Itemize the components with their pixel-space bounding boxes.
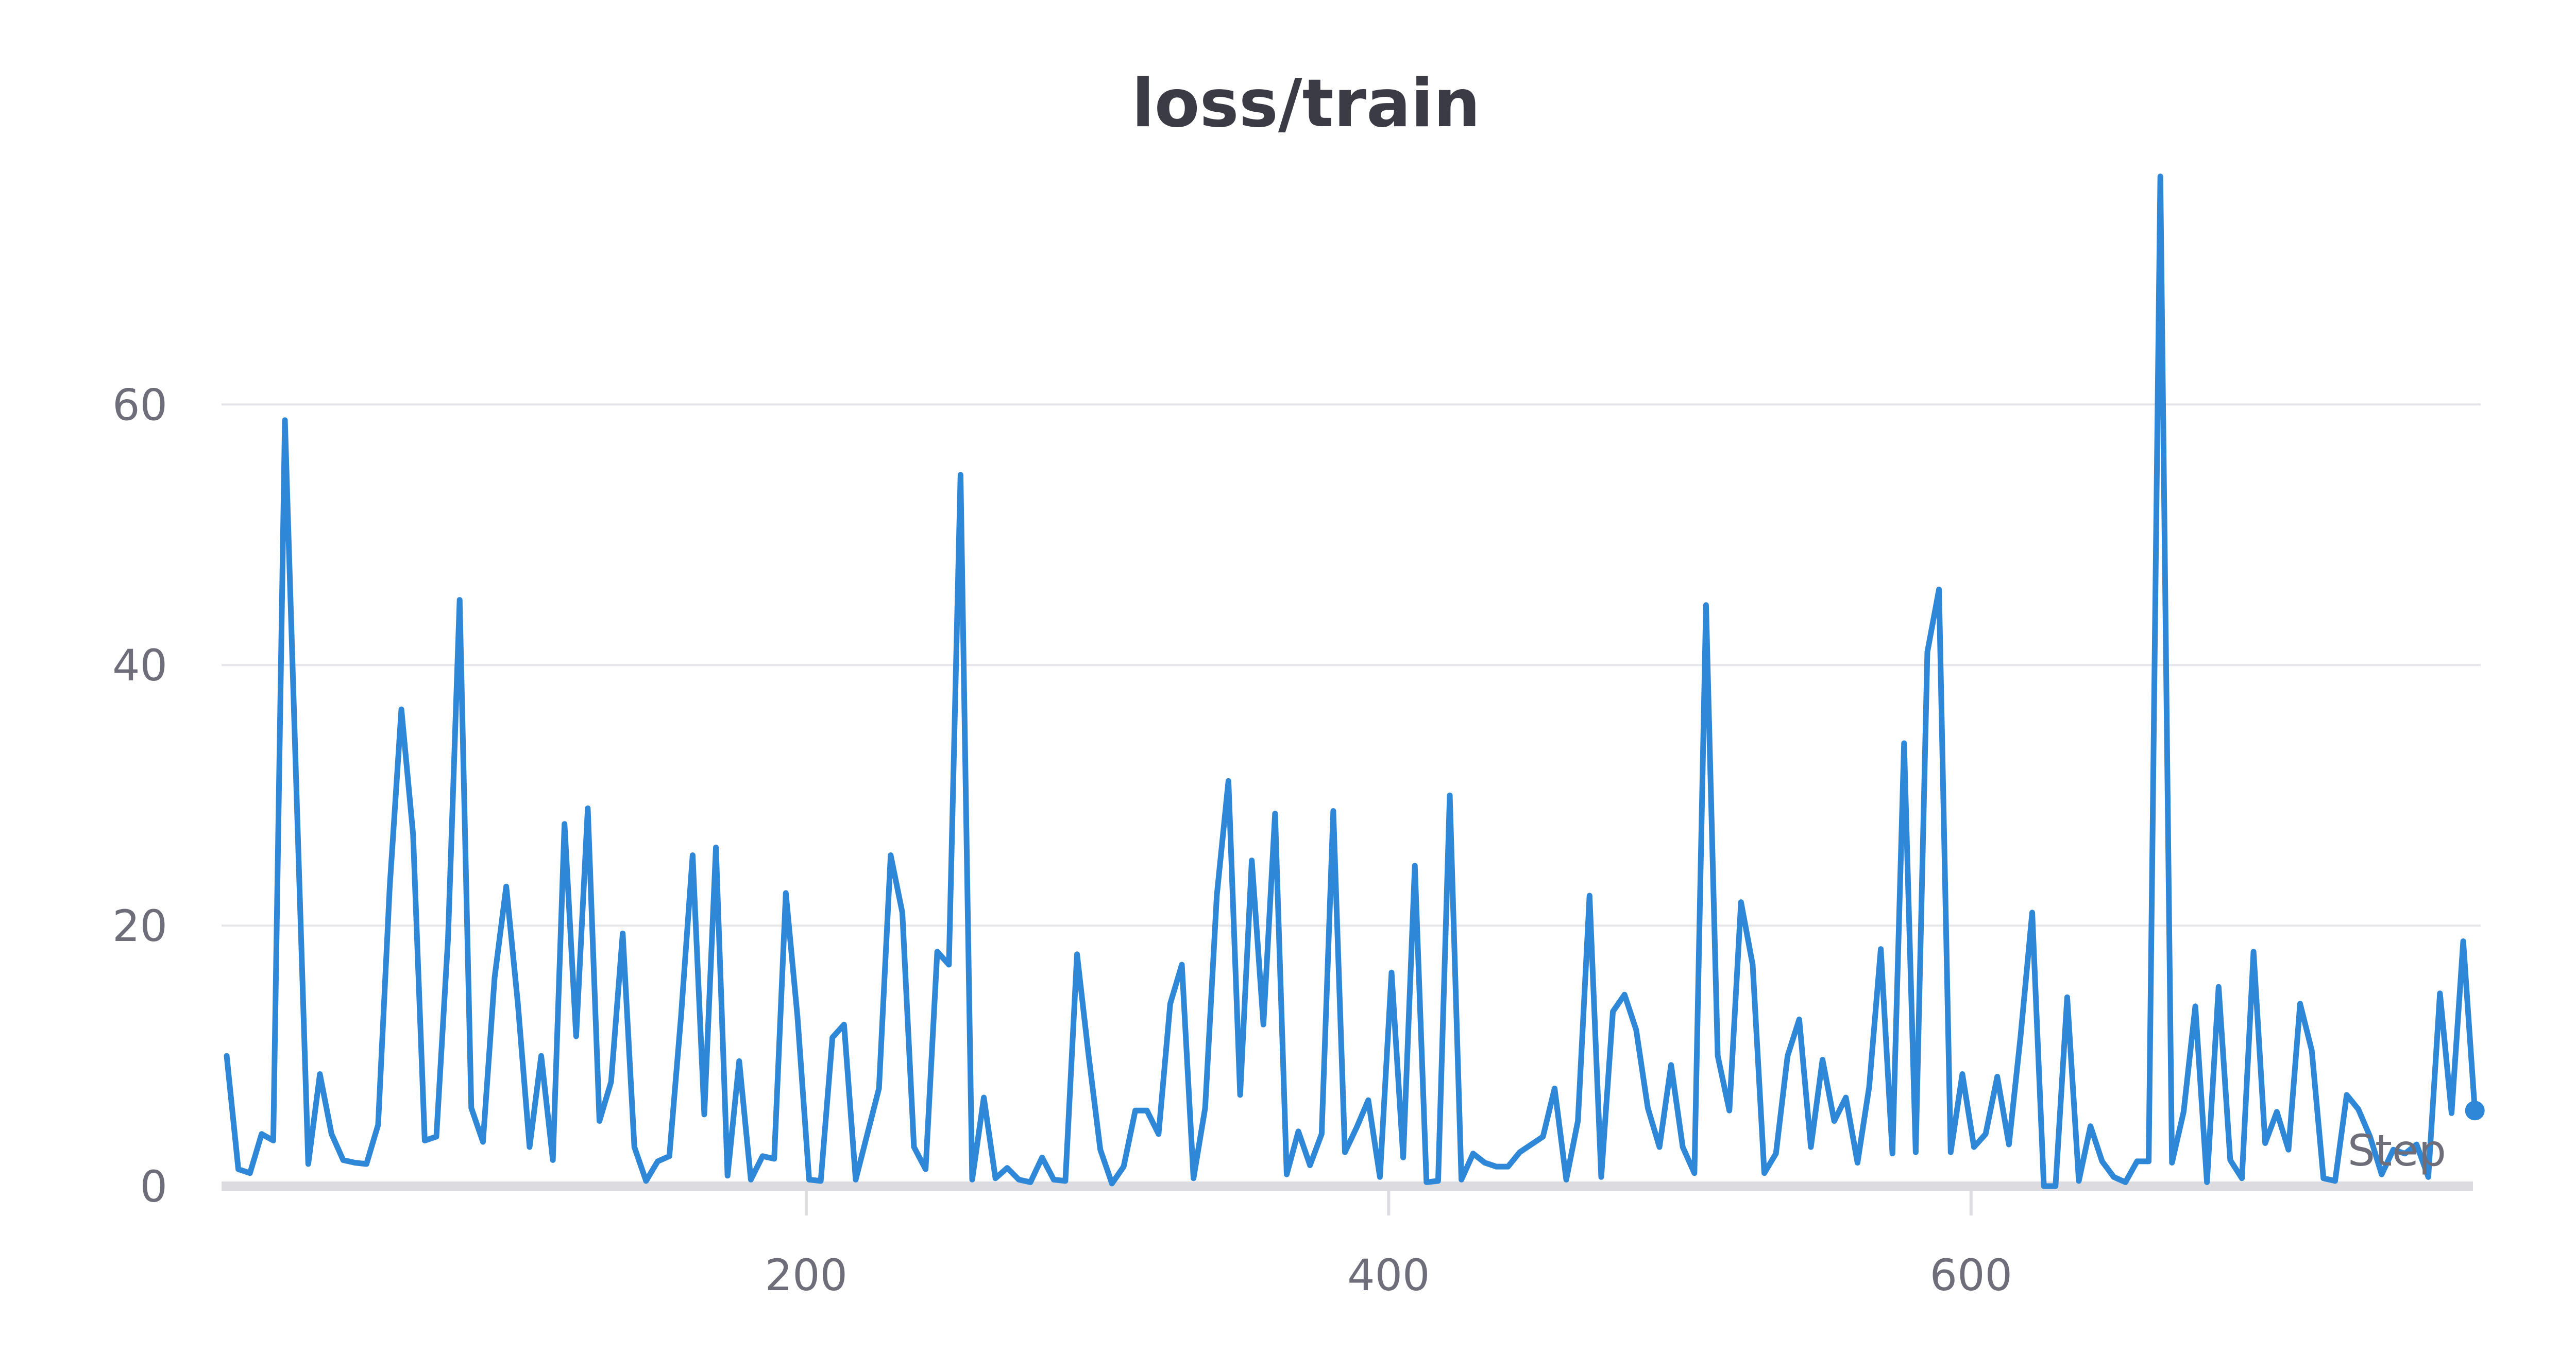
y-tick-label-20: 20 — [112, 901, 167, 951]
y-tick-label-0: 0 — [140, 1161, 167, 1212]
x-tick-label-600: 600 — [1930, 1250, 2012, 1300]
x-axis-label: Step — [2348, 1125, 2446, 1176]
chart-title: loss/train — [1132, 65, 1481, 142]
series-endpoint-marker — [2465, 1101, 2485, 1121]
gridlines — [222, 403, 2481, 927]
series-line-loss-train — [224, 174, 2478, 1189]
x-tick-label-400: 400 — [1347, 1250, 1430, 1300]
x-axis-ticks: 200 400 600 — [765, 1186, 2012, 1300]
y-tick-label-40: 40 — [112, 640, 167, 691]
y-tick-label-60: 60 — [112, 380, 167, 430]
y-axis-ticks: 0 20 40 60 — [112, 380, 167, 1212]
x-tick-label-200: 200 — [765, 1250, 848, 1300]
